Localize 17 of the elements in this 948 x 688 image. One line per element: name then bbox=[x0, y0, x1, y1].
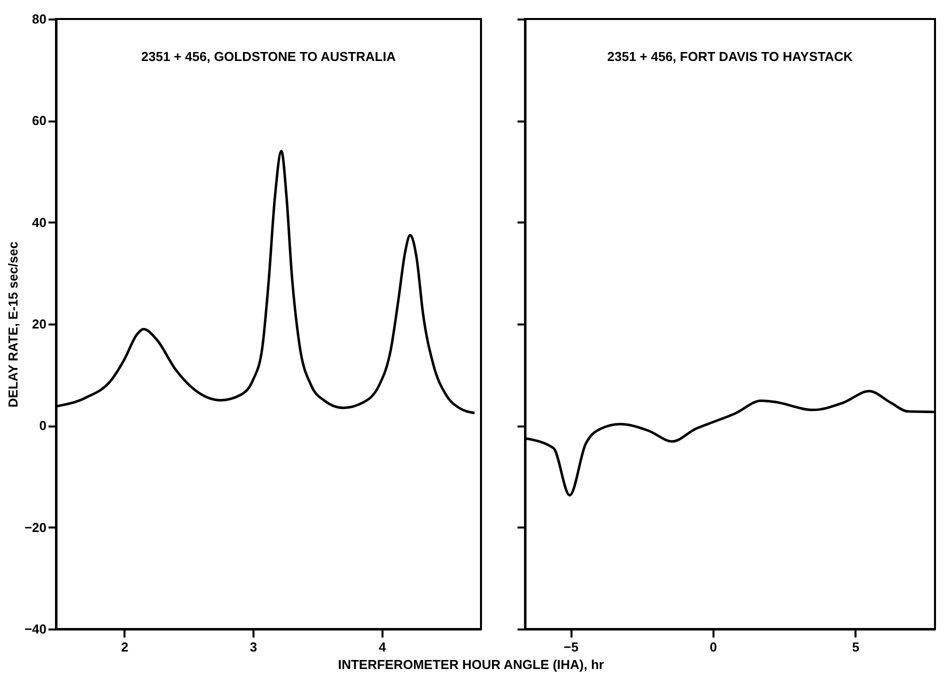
annotation: 2351 + 456, FORT DAVIS TO HAYSTACK bbox=[607, 49, 854, 64]
y-tick-label: −40 bbox=[24, 622, 46, 636]
y-axis-title: DELAY RATE, E-15 sec/sec bbox=[5, 242, 20, 408]
x-tick-label: 0 bbox=[710, 640, 718, 654]
y-tick-label: 40 bbox=[32, 214, 46, 230]
y-tick-label: 20 bbox=[32, 316, 46, 332]
y-tick-label: 60 bbox=[32, 113, 46, 128]
x-tick-label: 2 bbox=[121, 640, 128, 654]
x-tick-label: 4 bbox=[378, 640, 387, 654]
x-tick-label: 3 bbox=[250, 640, 258, 654]
y-tick-label: −20 bbox=[24, 520, 46, 535]
y-tick-label: 0 bbox=[39, 418, 46, 434]
y-tick-label: 80 bbox=[32, 12, 46, 26]
x-axis-title: INTERFEROMETER HOUR ANGLE (IHA), hr bbox=[338, 657, 604, 672]
x-tick-label: 5 bbox=[852, 640, 860, 654]
x-tick-label: −5 bbox=[564, 640, 578, 654]
annotation: 2351 + 456, GOLDSTONE TO AUSTRALIA bbox=[141, 49, 396, 64]
